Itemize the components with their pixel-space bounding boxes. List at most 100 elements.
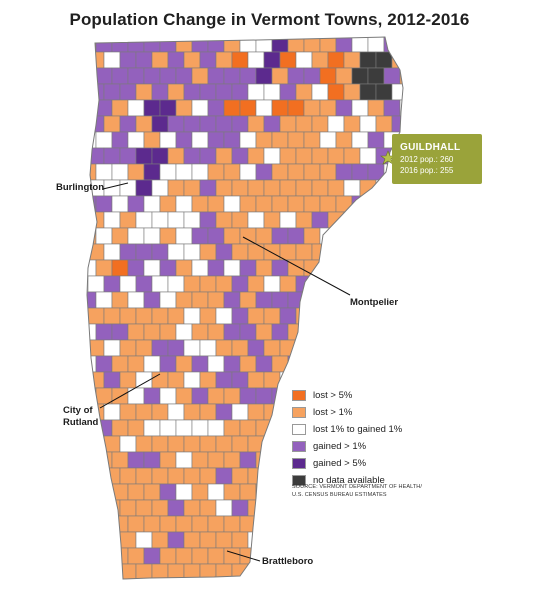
town-tile [159, 131, 177, 149]
town-tile [336, 580, 352, 596]
town-tile [231, 51, 249, 69]
town-tile [199, 467, 217, 485]
town-tile [303, 163, 321, 181]
town-tile [87, 371, 105, 389]
town-tile [231, 83, 249, 101]
town-tile [207, 547, 225, 565]
town-tile [215, 179, 233, 197]
legend-label: gained > 5% [313, 458, 367, 469]
town-tile [295, 371, 313, 389]
town-tile [247, 339, 265, 357]
town-tile [127, 195, 145, 213]
town-tile [408, 244, 424, 260]
town-tile [375, 371, 393, 389]
town-tile [103, 147, 121, 165]
town-tile [151, 211, 169, 229]
town-tile [191, 99, 209, 117]
town-tile [223, 131, 241, 149]
town-tile [231, 307, 249, 325]
town-tile [167, 147, 185, 165]
town-tile [327, 179, 345, 197]
town-tile [215, 147, 233, 165]
town-tile [183, 499, 201, 517]
town-tile [215, 339, 233, 357]
town-tile [343, 51, 361, 69]
town-tile [151, 499, 169, 517]
legend-swatch [292, 390, 306, 401]
town-tile [215, 83, 233, 101]
town-tile [151, 115, 169, 133]
town-tile [87, 483, 97, 501]
town-tile [111, 451, 129, 469]
town-tile [391, 243, 403, 261]
town-tile [247, 467, 265, 485]
town-tile [239, 291, 257, 309]
town-tile [96, 580, 112, 596]
town-tile [231, 115, 249, 133]
town-tile [143, 355, 161, 373]
town-tile [399, 323, 403, 341]
town-tile [375, 275, 393, 293]
town-tile [223, 547, 241, 565]
town-tile [335, 547, 353, 565]
town-tile [367, 195, 385, 213]
town-tile [295, 147, 313, 165]
town-tile [351, 547, 369, 565]
town-tile [95, 163, 113, 181]
town-tile [255, 323, 273, 341]
town-tile [119, 371, 137, 389]
town-tile [143, 387, 161, 405]
town-tile [127, 515, 145, 533]
town-tile [335, 355, 353, 373]
town-tile [143, 451, 161, 469]
town-tile [408, 84, 424, 100]
town-tile [247, 51, 265, 69]
town-tile [399, 547, 403, 565]
town-tile [408, 52, 424, 68]
town-tile [335, 515, 353, 533]
town-tile [343, 371, 361, 389]
town-tile [135, 531, 153, 549]
town-tile [191, 451, 209, 469]
town-tile [295, 83, 313, 101]
town-tile [151, 307, 169, 325]
town-tile [103, 403, 121, 421]
town-tile [191, 195, 209, 213]
town-tile [271, 131, 289, 149]
town-tile [231, 467, 249, 485]
town-tile [408, 564, 424, 580]
town-tile [223, 37, 241, 53]
town-tile [383, 547, 401, 565]
town-tile [335, 323, 353, 341]
town-tile [199, 83, 217, 101]
town-tile [111, 355, 129, 373]
town-tile [343, 339, 361, 357]
town-tile [263, 211, 281, 229]
town-tile [255, 163, 273, 181]
town-tile [263, 179, 281, 197]
town-tile [399, 227, 403, 245]
town-tile [191, 67, 209, 85]
town-tile [191, 291, 209, 309]
town-tile [351, 131, 369, 149]
town-tile [352, 580, 368, 596]
town-tile [183, 243, 201, 261]
legend-item: gained > 5% [292, 455, 452, 472]
town-tile [408, 308, 424, 324]
legend-label: gained > 1% [313, 441, 367, 452]
town-tile [215, 307, 233, 325]
town-tile [279, 275, 297, 293]
town-tile [87, 547, 97, 565]
callout-town: GUILDHALL [400, 142, 461, 153]
city-label-burlington: Burlington [56, 182, 105, 193]
town-tile [191, 323, 209, 341]
town-tile [343, 531, 361, 549]
town-tile [247, 179, 265, 197]
burlington-leader [102, 182, 129, 190]
town-tile [247, 211, 265, 229]
town-tile [295, 51, 313, 69]
town-tile [191, 355, 209, 373]
town-tile [359, 531, 377, 549]
town-tile [383, 515, 401, 533]
town-tile [239, 387, 257, 405]
